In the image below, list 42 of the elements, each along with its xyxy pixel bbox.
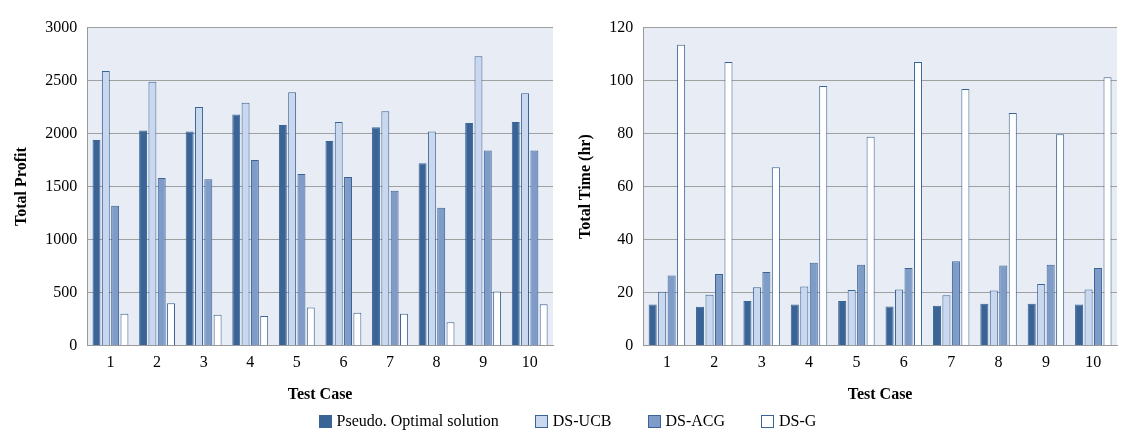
y-tick-label: 80 [617, 123, 634, 141]
y-axis-title: Total Profit [11, 146, 29, 226]
x-tick-label: 10 [521, 353, 538, 371]
y-tick-label: 2500 [45, 70, 78, 88]
legend-label: Pseudo. Optimal solution [336, 412, 499, 430]
legend-label: DS-ACG [665, 412, 726, 430]
y-tick-label: 120 [609, 17, 634, 35]
x-tick-label: 10 [1085, 353, 1102, 371]
x-tick-label: 2 [710, 353, 719, 371]
y-tick-label: 0 [69, 335, 78, 353]
x-tick-label: 9 [1041, 353, 1050, 371]
x-tick-label: 7 [385, 353, 394, 371]
x-tick-label: 9 [479, 353, 488, 371]
x-tick-label: 3 [757, 353, 766, 371]
x-tick-label: 6 [899, 353, 908, 371]
x-tick-label: 4 [805, 353, 814, 371]
x-tick-label: 8 [432, 353, 441, 371]
x-tick-label: 5 [852, 353, 861, 371]
y-tick-label: 60 [617, 176, 634, 194]
x-tick-label: 8 [994, 353, 1003, 371]
y-axis-title: Total Time (hr) [575, 134, 594, 239]
x-tick-label: 3 [199, 353, 208, 371]
x-tick-label: 5 [292, 353, 301, 371]
x-tick-label: 4 [246, 353, 255, 371]
x-axis-title: Test Case [287, 384, 353, 402]
y-tick-label: 20 [617, 282, 634, 300]
legend-label: DS-UCB [552, 412, 612, 430]
legend-label: DS-G [779, 412, 817, 430]
y-tick-label: 40 [617, 229, 634, 247]
y-tick-label: 1000 [45, 229, 78, 247]
y-tick-label: 1500 [45, 176, 78, 194]
x-tick-label: 6 [339, 353, 348, 371]
x-axis-title: Test Case [847, 384, 913, 402]
x-tick-label: 1 [106, 353, 115, 371]
y-tick-label: 100 [609, 70, 634, 88]
x-tick-label: 2 [153, 353, 162, 371]
x-tick-label: 7 [947, 353, 956, 371]
x-tick-label: 1 [662, 353, 671, 371]
y-tick-label: 3000 [45, 17, 78, 35]
y-tick-label: 500 [53, 282, 78, 300]
y-tick-label: 0 [625, 335, 634, 353]
y-tick-label: 2000 [45, 123, 78, 141]
